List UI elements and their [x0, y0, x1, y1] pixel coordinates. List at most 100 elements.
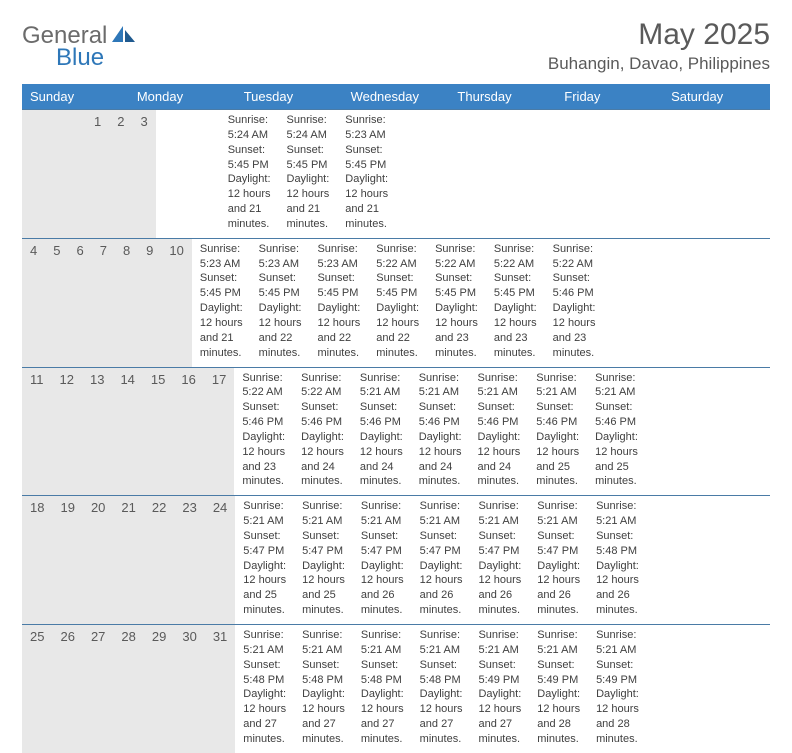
month-title: May 2025	[548, 18, 770, 52]
day-cell: Sunrise: 5:23 AMSunset: 5:45 PMDaylight:…	[337, 110, 396, 238]
cell-sunset: Sunset: 5:45 PM	[200, 271, 243, 301]
cell-sunrise: Sunrise: 5:21 AM	[361, 628, 404, 658]
cell-day2: and 21 minutes.	[228, 202, 271, 232]
cell-day2: and 22 minutes.	[259, 331, 302, 361]
cell-sunrise: Sunrise: 5:21 AM	[243, 628, 286, 658]
dayname-thu: Thursday	[449, 84, 556, 109]
cell-row: Sunrise: 5:21 AMSunset: 5:48 PMDaylight:…	[235, 625, 647, 753]
cell-day2: and 21 minutes.	[345, 202, 388, 232]
cell-sunset: Sunset: 5:48 PM	[243, 658, 286, 688]
daynum-row: 18192021222324	[22, 496, 235, 624]
day-cell: Sunrise: 5:21 AMSunset: 5:48 PMDaylight:…	[353, 625, 412, 753]
cell-day1: Daylight: 12 hours	[302, 559, 345, 589]
daynum-row: 25262728293031	[22, 625, 235, 753]
day-cell: Sunrise: 5:22 AMSunset: 5:45 PMDaylight:…	[427, 239, 486, 367]
day-number: 1	[86, 110, 109, 238]
day-number: 27	[83, 625, 113, 753]
dayname-sat: Saturday	[663, 84, 770, 109]
day-number: 31	[205, 625, 235, 753]
cell-sunset: Sunset: 5:48 PM	[361, 658, 404, 688]
day-number: 13	[82, 368, 112, 496]
day-number: 30	[174, 625, 204, 753]
cell-day1: Daylight: 12 hours	[537, 559, 580, 589]
cell-day1: Daylight: 12 hours	[243, 687, 286, 717]
logo-text-blue: Blue	[56, 44, 104, 72]
day-number: 16	[173, 368, 203, 496]
day-cell: Sunrise: 5:21 AMSunset: 5:48 PMDaylight:…	[412, 625, 471, 753]
day-cell: Sunrise: 5:22 AMSunset: 5:46 PMDaylight:…	[293, 368, 352, 496]
day-cell: Sunrise: 5:21 AMSunset: 5:49 PMDaylight:…	[588, 625, 647, 753]
cell-row: Sunrise: 5:22 AMSunset: 5:46 PMDaylight:…	[234, 368, 646, 496]
cell-day2: and 21 minutes.	[200, 331, 243, 361]
dayname-sun: Sunday	[22, 84, 129, 109]
cell-sunset: Sunset: 5:47 PM	[478, 529, 521, 559]
day-cell: Sunrise: 5:21 AMSunset: 5:47 PMDaylight:…	[529, 496, 588, 624]
cell-day1: Daylight: 12 hours	[302, 687, 345, 717]
cell-day2: and 27 minutes.	[478, 717, 521, 747]
cell-sunset: Sunset: 5:47 PM	[302, 529, 345, 559]
day-cell: Sunrise: 5:22 AMSunset: 5:46 PMDaylight:…	[234, 368, 293, 496]
cell-sunset: Sunset: 5:49 PM	[537, 658, 580, 688]
cell-day2: and 26 minutes.	[537, 588, 580, 618]
day-cell: Sunrise: 5:21 AMSunset: 5:47 PMDaylight:…	[353, 496, 412, 624]
cell-sunrise: Sunrise: 5:21 AM	[536, 371, 579, 401]
cell-day1: Daylight: 12 hours	[301, 430, 344, 460]
cell-sunset: Sunset: 5:46 PM	[536, 400, 579, 430]
day-cell: Sunrise: 5:21 AMSunset: 5:47 PMDaylight:…	[470, 496, 529, 624]
cell-sunrise: Sunrise: 5:21 AM	[420, 499, 463, 529]
day-number: 25	[22, 625, 52, 753]
cell-sunrise: Sunrise: 5:21 AM	[361, 499, 404, 529]
cell-day1: Daylight: 12 hours	[243, 559, 286, 589]
day-number: 9	[138, 239, 161, 367]
day-cell: Sunrise: 5:24 AMSunset: 5:45 PMDaylight:…	[279, 110, 338, 238]
day-cell: Sunrise: 5:23 AMSunset: 5:45 PMDaylight:…	[192, 239, 251, 367]
day-number	[70, 110, 86, 238]
cell-sunset: Sunset: 5:45 PM	[376, 271, 419, 301]
day-number: 6	[68, 239, 91, 367]
cell-sunrise: Sunrise: 5:21 AM	[596, 499, 639, 529]
cell-sunrise: Sunrise: 5:22 AM	[301, 371, 344, 401]
day-cell: Sunrise: 5:23 AMSunset: 5:45 PMDaylight:…	[309, 239, 368, 367]
cell-sunset: Sunset: 5:45 PM	[228, 143, 271, 173]
cell-day2: and 26 minutes.	[361, 588, 404, 618]
day-cell: Sunrise: 5:21 AMSunset: 5:48 PMDaylight:…	[235, 625, 294, 753]
day-number: 14	[112, 368, 142, 496]
daynum-row: 45678910	[22, 239, 192, 367]
cell-sunset: Sunset: 5:47 PM	[243, 529, 286, 559]
cell-day2: and 27 minutes.	[361, 717, 404, 747]
cell-day2: and 23 minutes.	[494, 331, 537, 361]
day-number: 17	[204, 368, 234, 496]
cell-sunrise: Sunrise: 5:21 AM	[302, 499, 345, 529]
cell-day2: and 26 minutes.	[420, 588, 463, 618]
day-cell: Sunrise: 5:21 AMSunset: 5:46 PMDaylight:…	[411, 368, 470, 496]
cell-day1: Daylight: 12 hours	[420, 687, 463, 717]
cell-day2: and 25 minutes.	[243, 588, 286, 618]
cell-sunset: Sunset: 5:46 PM	[360, 400, 403, 430]
cell-sunset: Sunset: 5:49 PM	[478, 658, 521, 688]
cell-day1: Daylight: 12 hours	[242, 430, 285, 460]
day-number: 10	[161, 239, 191, 367]
cell-sunset: Sunset: 5:46 PM	[242, 400, 285, 430]
cell-sunset: Sunset: 5:45 PM	[317, 271, 360, 301]
day-number	[22, 110, 38, 238]
day-number: 8	[115, 239, 138, 367]
cell-day1: Daylight: 12 hours	[317, 301, 360, 331]
cell-day1: Daylight: 12 hours	[478, 687, 521, 717]
cell-sunrise: Sunrise: 5:21 AM	[419, 371, 462, 401]
day-number: 5	[45, 239, 68, 367]
cell-sunrise: Sunrise: 5:21 AM	[596, 628, 639, 658]
day-number: 19	[52, 496, 82, 624]
cell-sunrise: Sunrise: 5:21 AM	[478, 371, 521, 401]
daynum-row: 123	[22, 110, 156, 238]
dayname-fri: Friday	[556, 84, 663, 109]
cell-sunset: Sunset: 5:46 PM	[553, 271, 596, 301]
day-cell	[156, 110, 172, 238]
cell-day1: Daylight: 12 hours	[259, 301, 302, 331]
cell-day2: and 24 minutes.	[301, 460, 344, 490]
cell-row: Sunrise: 5:21 AMSunset: 5:47 PMDaylight:…	[235, 496, 647, 624]
cell-sunrise: Sunrise: 5:21 AM	[420, 628, 463, 658]
cell-sunrise: Sunrise: 5:24 AM	[287, 113, 330, 143]
cell-sunset: Sunset: 5:45 PM	[259, 271, 302, 301]
day-number: 20	[83, 496, 113, 624]
cell-day2: and 27 minutes.	[243, 717, 286, 747]
